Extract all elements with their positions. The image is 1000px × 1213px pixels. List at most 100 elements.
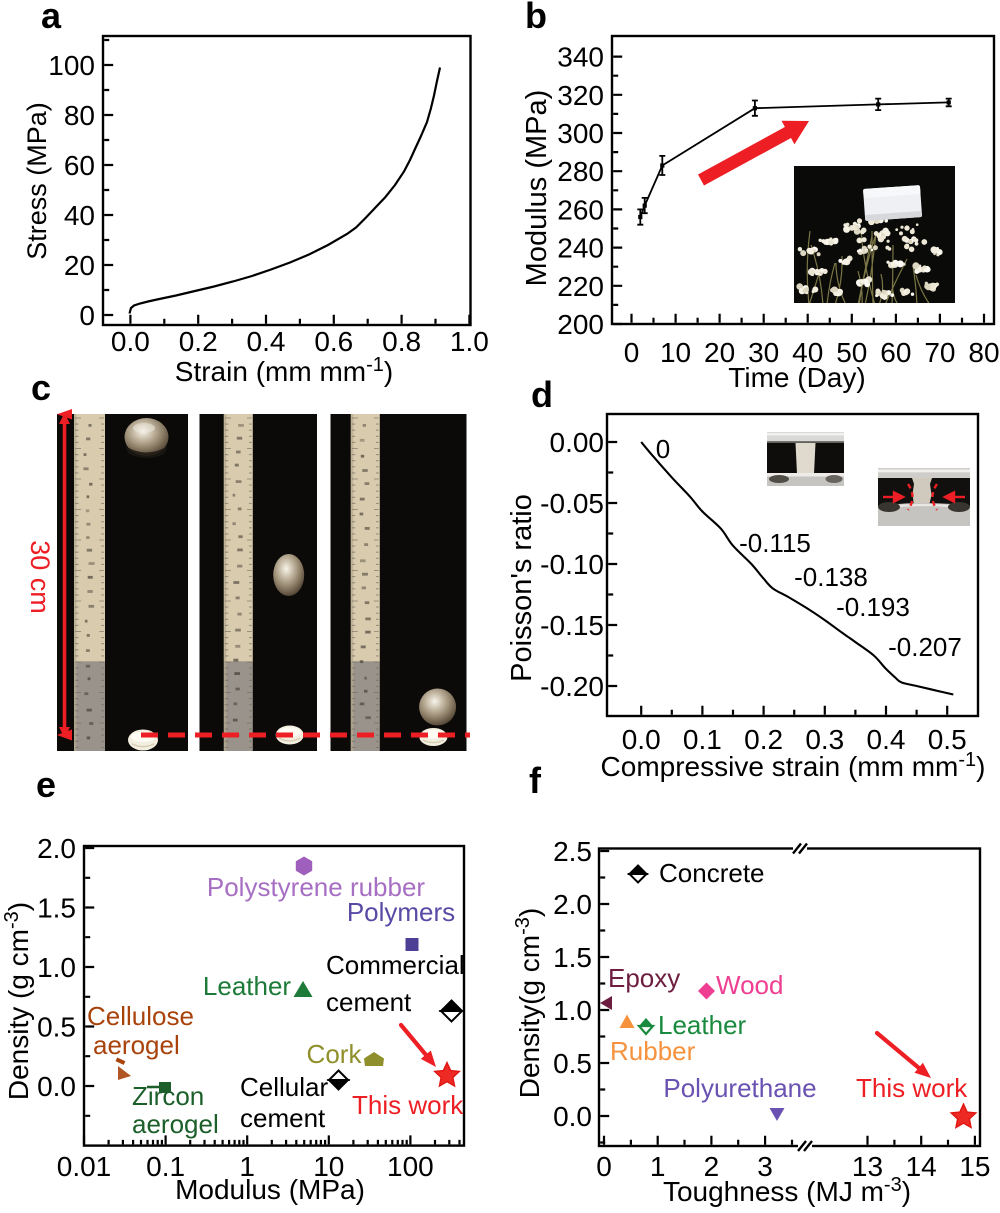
svg-text:Epoxy: Epoxy (608, 963, 680, 993)
svg-text:aerogel: aerogel (93, 1030, 180, 1060)
svg-text:60: 60 (880, 337, 911, 368)
svg-text:100: 100 (387, 1151, 434, 1182)
svg-text:e: e (36, 764, 56, 805)
svg-text:This work: This work (856, 1073, 968, 1103)
svg-text:0.0: 0.0 (111, 326, 150, 357)
svg-text:20: 20 (704, 337, 735, 368)
svg-text:Polystyrene rubber: Polystyrene rubber (207, 872, 426, 902)
svg-text:0: 0 (656, 434, 670, 464)
svg-text:13: 13 (852, 1151, 883, 1182)
svg-text:0.2: 0.2 (179, 326, 218, 357)
svg-text:0.4: 0.4 (867, 724, 906, 755)
svg-text:0.5: 0.5 (553, 1048, 592, 1079)
svg-text:1.5: 1.5 (37, 893, 76, 924)
svg-text:280: 280 (557, 156, 604, 187)
svg-text:Rubber: Rubber (610, 1036, 696, 1066)
svg-text:0.0: 0.0 (622, 724, 661, 755)
svg-text:cement: cement (326, 987, 412, 1017)
svg-text:0: 0 (596, 1151, 612, 1182)
svg-text:2: 2 (704, 1151, 720, 1182)
svg-text:240: 240 (557, 233, 604, 264)
svg-text:0.00: 0.00 (550, 427, 605, 458)
svg-text:Leather: Leather (658, 1010, 747, 1040)
svg-text:Modulus (MPa): Modulus (MPa) (175, 1174, 365, 1205)
svg-text:0.01: 0.01 (57, 1151, 112, 1182)
svg-text:Modulus (MPa): Modulus (MPa) (521, 90, 553, 287)
svg-text:60: 60 (64, 150, 95, 181)
svg-text:0.8: 0.8 (382, 326, 421, 357)
svg-text:1: 1 (239, 1151, 255, 1182)
svg-text:1.0: 1.0 (450, 326, 489, 357)
svg-text:-0.15: -0.15 (540, 610, 604, 641)
svg-text:0.5: 0.5 (37, 1012, 76, 1043)
svg-text:10: 10 (660, 337, 691, 368)
svg-text:1.0: 1.0 (37, 952, 76, 983)
svg-text:300: 300 (557, 118, 604, 149)
svg-text:Toughness (MJ m-3): Toughness (MJ m-3) (663, 1174, 911, 1207)
svg-text:2.0: 2.0 (37, 833, 76, 864)
svg-text:30 cm: 30 cm (25, 540, 55, 614)
svg-text:aerogel: aerogel (132, 1109, 219, 1139)
svg-text:Polyurethane: Polyurethane (663, 1073, 816, 1103)
svg-text:Cellulose: Cellulose (87, 1001, 194, 1031)
svg-text:-0.207: -0.207 (888, 632, 962, 662)
svg-text:14: 14 (906, 1151, 937, 1182)
svg-text:Poisson's ratio: Poisson's ratio (506, 494, 538, 682)
svg-text:20: 20 (64, 250, 95, 281)
svg-text:f: f (529, 760, 542, 801)
svg-text:Time (Day): Time (Day) (728, 362, 865, 393)
svg-text:15: 15 (959, 1151, 990, 1182)
svg-text:Zircon: Zircon (132, 1081, 204, 1111)
svg-text:0.4: 0.4 (247, 326, 286, 357)
svg-text:-0.115: -0.115 (739, 528, 811, 558)
svg-text:1: 1 (650, 1151, 666, 1182)
svg-text:b: b (525, 0, 547, 36)
svg-text:2.5: 2.5 (553, 836, 592, 867)
svg-text:260: 260 (557, 194, 604, 225)
svg-text:cement: cement (240, 1103, 326, 1133)
svg-text:-0.05: -0.05 (540, 488, 604, 519)
svg-text:80: 80 (968, 337, 999, 368)
svg-text:200: 200 (557, 309, 604, 340)
svg-text:0.3: 0.3 (805, 724, 844, 755)
svg-text:-0.138: -0.138 (794, 562, 868, 592)
svg-text:Strain (mm mm-1): Strain (mm mm-1) (175, 354, 393, 387)
svg-text:0.1: 0.1 (683, 724, 722, 755)
svg-text:220: 220 (557, 271, 604, 302)
svg-text:0.2: 0.2 (744, 724, 783, 755)
svg-text:0.0: 0.0 (37, 1071, 76, 1102)
svg-text:Density(g cm-3): Density(g cm-3) (512, 908, 545, 1099)
svg-text:Cellular: Cellular (240, 1072, 328, 1102)
svg-text:Polymers: Polymers (347, 897, 455, 927)
svg-text:340: 340 (557, 42, 604, 73)
svg-text:Compressive strain (mm mm-1): Compressive strain (mm mm-1) (601, 749, 986, 782)
svg-text:Stress (MPa): Stress (MPa) (22, 102, 52, 260)
svg-text:Density (g cm-3): Density (g cm-3) (1, 902, 34, 1100)
svg-text:0.5: 0.5 (928, 724, 967, 755)
svg-text:30: 30 (748, 337, 779, 368)
svg-text:100: 100 (48, 50, 95, 81)
svg-text:40: 40 (792, 337, 823, 368)
svg-text:80: 80 (64, 100, 95, 131)
svg-text:70: 70 (924, 337, 955, 368)
svg-text:10: 10 (313, 1151, 344, 1182)
svg-text:320: 320 (557, 80, 604, 111)
svg-text:Leather: Leather (203, 971, 292, 1001)
svg-text:2.0: 2.0 (553, 889, 592, 920)
svg-text:0.1: 0.1 (146, 1151, 185, 1182)
svg-text:0.0: 0.0 (553, 1101, 592, 1132)
svg-text:40: 40 (64, 200, 95, 231)
svg-text:a: a (41, 0, 62, 36)
svg-text:This work: This work (352, 1090, 464, 1120)
svg-text:50: 50 (836, 337, 867, 368)
svg-text:1.0: 1.0 (553, 995, 592, 1026)
svg-text:0: 0 (79, 300, 95, 331)
svg-text:Concrete: Concrete (659, 858, 765, 888)
svg-text:-0.20: -0.20 (540, 671, 604, 702)
svg-text:-0.193: -0.193 (836, 592, 910, 622)
svg-text:0.6: 0.6 (314, 326, 353, 357)
svg-text:Wood: Wood (716, 970, 783, 1000)
svg-text:3: 3 (757, 1151, 773, 1182)
svg-text:d: d (531, 374, 553, 415)
svg-text:Commercial: Commercial (326, 950, 465, 980)
